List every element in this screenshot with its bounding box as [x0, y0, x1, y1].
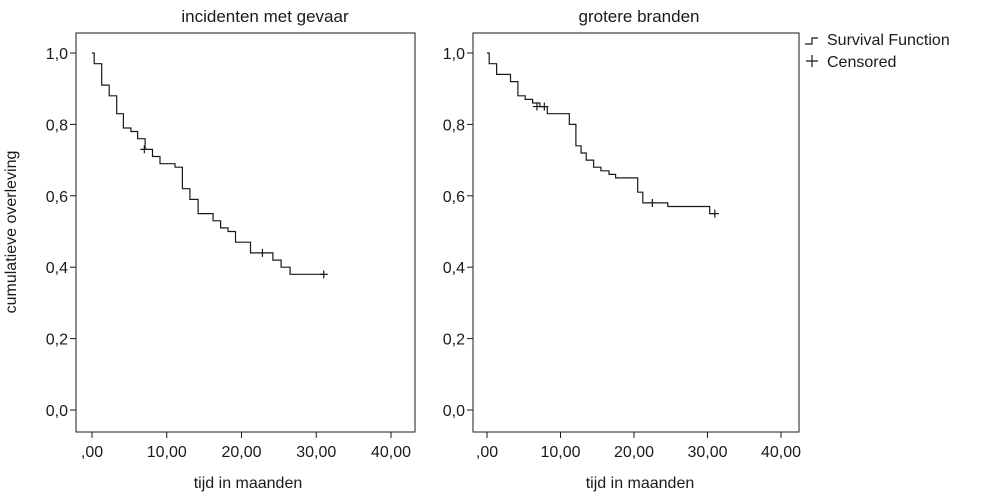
y-tick-label: 1,0	[46, 46, 68, 63]
censored-marker	[648, 198, 657, 207]
y-tick-label: 0,0	[46, 403, 68, 420]
panel-left-plot: 0,0 0,2 0,4 0,6 0,8 1,0 ,00 10,00 20,00 30,00 40,0…	[46, 46, 411, 461]
survival-step-line	[487, 52, 715, 215]
x-tick-label: 10,00	[540, 444, 580, 461]
panel-right-frame	[472, 32, 800, 433]
y-tick-label: 0,4	[46, 260, 68, 277]
x-tick-label: 30,00	[687, 444, 727, 461]
censored-marker	[319, 270, 328, 279]
panel-left: incidenten met gevaar 0,0 0,2 0,4 0,6 0,8 1,0…	[46, 7, 416, 492]
y-tick-label: 0,0	[443, 403, 465, 420]
censored-marker	[532, 102, 541, 111]
y-tick-label: 0,8	[46, 117, 68, 134]
y-axis-label: cumulatieve overleving	[3, 151, 20, 314]
x-tick-label: 30,00	[296, 444, 336, 461]
x-tick-label: ,00	[81, 444, 103, 461]
x-tick-label: 40,00	[761, 444, 801, 461]
y-tick-label: 0,4	[443, 260, 465, 277]
y-tick-label: 0,6	[46, 189, 68, 206]
x-tick-label: 40,00	[371, 444, 411, 461]
legend: Survival Function Censored	[805, 32, 950, 71]
legend-plus-marker	[806, 55, 818, 67]
y-tick-label: 0,8	[443, 117, 465, 134]
censored-marker	[258, 248, 267, 257]
censored-marker	[710, 209, 719, 218]
x-tick-label: 20,00	[221, 444, 261, 461]
censored-marker	[140, 145, 149, 154]
panel-left-frame	[75, 32, 416, 433]
y-tick-label: 0,6	[443, 189, 465, 206]
panel-left-x-axis-label: tijd in maanden	[194, 475, 303, 492]
panel-right-x-axis-label: tijd in maanden	[586, 475, 695, 492]
censored-marker	[540, 102, 549, 111]
x-tick-label: 20,00	[614, 444, 654, 461]
panel-right: grotere branden 0,0 0,2 0,4 0,6 0,8 1,0 ,00 10,…	[443, 7, 801, 492]
y-tick-label: 1,0	[443, 46, 465, 63]
survival-step-line	[92, 52, 324, 275]
y-tick-label: 0,2	[46, 332, 68, 349]
panel-left-title: incidenten met gevaar	[181, 7, 349, 26]
x-tick-label: 10,00	[147, 444, 187, 461]
y-tick-label: 0,2	[443, 332, 465, 349]
panel-right-title: grotere branden	[579, 7, 700, 26]
x-tick-label: ,00	[476, 444, 498, 461]
legend-censored: Censored	[827, 54, 896, 71]
panel-right-plot: 0,0 0,2 0,4 0,6 0,8 1,0 ,00 10,00 20,00 30,00 40,0…	[443, 46, 801, 461]
legend-step-marker	[805, 37, 818, 45]
legend-survival-function: Survival Function	[827, 32, 950, 49]
